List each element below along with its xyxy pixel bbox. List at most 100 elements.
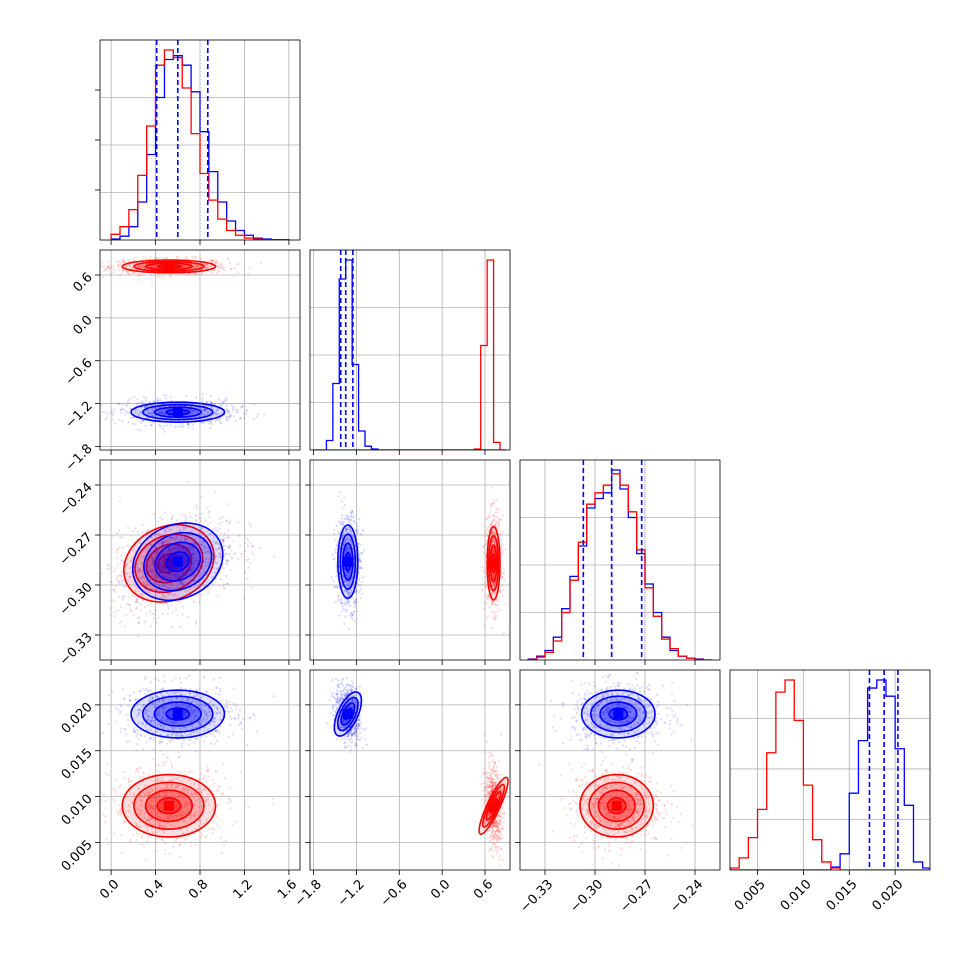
scatter-point xyxy=(344,603,347,606)
scatter-point xyxy=(217,547,220,550)
scatter-point xyxy=(166,256,169,259)
scatter-point xyxy=(188,547,191,550)
scatter-point xyxy=(483,534,486,538)
scatter-point xyxy=(112,569,116,573)
scatter-point xyxy=(503,579,506,582)
scatter-point xyxy=(158,562,162,565)
scatter-point xyxy=(491,600,494,604)
scatter-point xyxy=(162,825,165,828)
scatter-point xyxy=(130,801,133,804)
scatter-point xyxy=(134,569,137,573)
scatter-point xyxy=(161,412,164,415)
scatter-point xyxy=(131,556,134,559)
scatter-point xyxy=(201,421,205,424)
scatter-point xyxy=(344,615,347,618)
scatter-point xyxy=(184,801,188,804)
scatter-point xyxy=(227,559,230,562)
scatter-point xyxy=(148,792,151,795)
scatter-point xyxy=(194,266,197,269)
scatter-point xyxy=(335,543,338,546)
scatter-point xyxy=(163,553,166,556)
scatter-point xyxy=(195,562,198,565)
scatter-point xyxy=(191,410,194,413)
scatter-point xyxy=(484,543,487,546)
scatter-point xyxy=(186,582,189,586)
scatter-point xyxy=(133,791,136,795)
scatter-point xyxy=(136,402,139,405)
scatter-point xyxy=(201,412,204,416)
scatter-point xyxy=(211,259,214,262)
scatter-point xyxy=(500,542,504,546)
scatter-point xyxy=(161,783,164,786)
scatter-point xyxy=(176,815,179,818)
scatter-point xyxy=(128,784,131,787)
scatter-point xyxy=(500,544,503,547)
scatter-point xyxy=(189,554,192,557)
scatter-point xyxy=(331,553,334,556)
scatter-point xyxy=(176,573,179,576)
scatter-point xyxy=(361,552,364,555)
scatter-point xyxy=(173,576,177,579)
scatter-point xyxy=(340,517,344,520)
scatter-point xyxy=(208,588,211,591)
scatter-point xyxy=(227,546,231,549)
scatter-point xyxy=(181,803,184,806)
scatter-point xyxy=(145,564,148,567)
scatter-point xyxy=(152,805,155,808)
scatter-point xyxy=(102,813,105,816)
scatter-point xyxy=(143,576,146,580)
scatter-point xyxy=(161,791,164,794)
scatter-point xyxy=(157,796,160,799)
scatter-point xyxy=(345,546,349,549)
scatter-point xyxy=(161,612,164,615)
scatter-point xyxy=(149,255,152,258)
scatter-point xyxy=(174,581,177,584)
scatter-point xyxy=(191,546,194,549)
scatter-point xyxy=(193,542,196,545)
scatter-point xyxy=(494,532,497,535)
scatter-point xyxy=(129,838,132,841)
scatter-point xyxy=(203,408,206,411)
scatter-point xyxy=(143,812,147,815)
scatter-point xyxy=(167,546,170,549)
scatter-point xyxy=(195,507,199,510)
scatter-point xyxy=(146,405,149,408)
scatter-point xyxy=(191,567,194,570)
scatter-point xyxy=(168,815,171,818)
scatter-point xyxy=(136,617,140,620)
scatter-point xyxy=(202,544,206,547)
scatter-point xyxy=(177,770,180,773)
scatter-point xyxy=(495,599,498,602)
scatter-point xyxy=(146,528,150,531)
scatter-point xyxy=(169,814,172,817)
scatter-point xyxy=(219,555,222,559)
scatter-point xyxy=(210,546,213,549)
scatter-point xyxy=(115,792,118,795)
scatter-point xyxy=(231,407,235,410)
scatter-point xyxy=(167,563,170,567)
scatter-point xyxy=(206,547,210,550)
scatter-point xyxy=(203,774,206,777)
scatter-point xyxy=(180,576,183,579)
scatter-point xyxy=(335,585,339,588)
scatter-point xyxy=(358,577,361,580)
scatter-point xyxy=(198,782,201,786)
scatter-point xyxy=(189,568,193,571)
scatter-point xyxy=(354,592,357,595)
scatter-point xyxy=(66,261,68,263)
scatter-point xyxy=(199,543,203,546)
scatter-point xyxy=(156,551,160,554)
scatter-point xyxy=(168,529,171,533)
scatter-point xyxy=(195,266,198,269)
scatter-point xyxy=(192,557,196,560)
scatter-point xyxy=(166,784,169,787)
scatter-point xyxy=(347,571,350,574)
scatter-point xyxy=(487,595,490,598)
scatter-point xyxy=(225,408,228,411)
scatter-point xyxy=(139,798,142,801)
scatter-point xyxy=(138,568,142,571)
scatter-point xyxy=(166,816,170,819)
scatter-point xyxy=(210,405,214,409)
scatter-point xyxy=(350,588,353,591)
scatter-point xyxy=(492,530,495,533)
